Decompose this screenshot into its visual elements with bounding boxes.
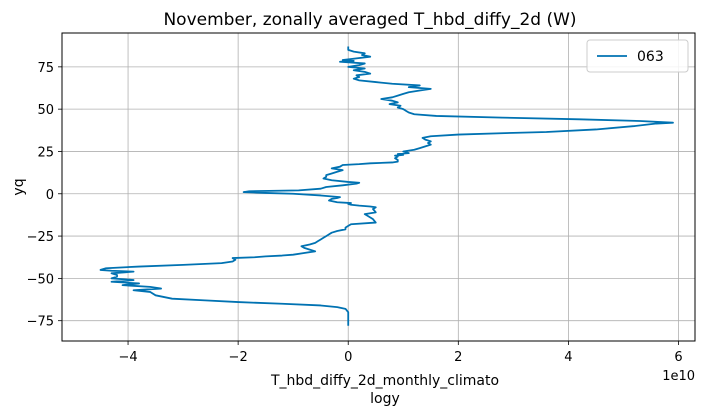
- x-axis: −4 −2 0 2 4 6: [118, 341, 683, 365]
- x-axis-label: T_hbd_diffy_2d_monthly_climato: [270, 373, 499, 389]
- y-tick-label: 0: [46, 188, 54, 203]
- legend-box: [586, 39, 689, 73]
- y-tick-label: 25: [37, 145, 54, 160]
- y-tick-label: 50: [37, 103, 54, 118]
- y-tick-label: −75: [27, 315, 54, 330]
- legend: 063: [586, 39, 689, 73]
- x-offset-label: 1e10: [662, 369, 695, 384]
- legend-label-063: 063: [637, 49, 664, 65]
- plot-area: [61, 32, 696, 342]
- y-axis: −75 −50 −25 0 25 50 75: [27, 61, 62, 330]
- y-axis-label: yq: [11, 178, 27, 195]
- x-tick-label: 4: [564, 350, 572, 365]
- x-axis-label-secondary: logy: [370, 391, 400, 407]
- x-tick-label: −2: [229, 350, 248, 365]
- y-tick-label: 75: [37, 61, 54, 76]
- series-line-063: [99, 46, 674, 326]
- x-tick-label: −4: [118, 350, 137, 365]
- y-tick-label: −50: [27, 272, 54, 287]
- x-tick-label: 0: [344, 350, 352, 365]
- x-tick-label: 6: [674, 350, 682, 365]
- chart-title: November, zonally averaged T_hbd_diffy_2…: [163, 10, 576, 30]
- grid: [62, 33, 695, 341]
- y-tick-label: −25: [27, 230, 54, 245]
- x-tick-label: 2: [454, 350, 462, 365]
